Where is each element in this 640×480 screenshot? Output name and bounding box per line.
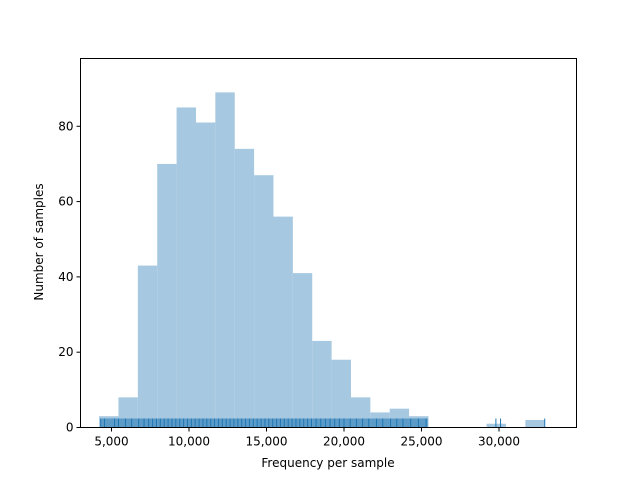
histogram-bar [312,340,332,428]
histogram-bars [99,92,545,428]
x-tick-label: 30,000 [478,435,520,449]
y-tick-label: 80 [58,119,73,133]
histogram-bar [176,107,196,428]
y-tick-label: 60 [58,195,73,209]
rug-band [100,418,428,428]
rug-marks [100,418,546,428]
histogram-bar [331,359,351,428]
histogram-bar [215,92,235,428]
x-tick-label: 5,000 [94,435,128,449]
x-tick-label: 20,000 [323,435,365,449]
histogram-bar [254,175,274,428]
y-tick-label: 20 [58,345,73,359]
histogram-bar [157,163,177,428]
histogram-bar [195,122,216,428]
x-tick-label: 25,000 [401,435,443,449]
histogram-bar [292,273,313,428]
x-tick-label: 15,000 [246,435,288,449]
y-tick-label: 40 [58,270,73,284]
axes-frame [80,58,577,428]
histogram-bar [273,216,293,428]
histogram-bar [234,148,255,428]
y-axis-ticks: 0 20 40 60 80 [58,119,81,435]
x-axis-ticks: 5,000 10,000 15,000 20,000 25,000 30,000 [94,427,520,449]
histogram-bar [525,419,545,428]
x-tick-label: 10,000 [168,435,210,449]
x-axis-label: Frequency per sample [261,456,394,470]
histogram-bar [137,265,158,428]
y-axis-label: Number of samples [32,183,46,300]
y-tick-label: 0 [66,421,74,435]
